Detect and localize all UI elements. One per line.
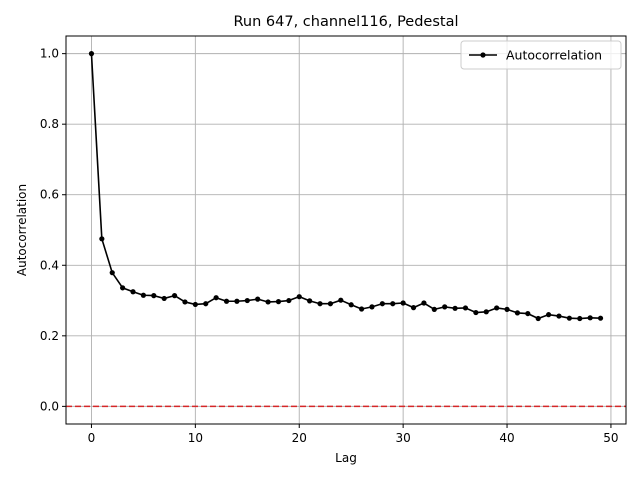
data-point	[504, 306, 510, 312]
data-point	[265, 299, 271, 305]
data-point	[379, 301, 385, 307]
data-point	[597, 315, 604, 321]
legend-entry-autocorrelation: Autocorrelation	[506, 48, 602, 63]
data-point	[327, 301, 334, 307]
data-point	[182, 299, 188, 305]
y-tick-label: 0.4	[40, 258, 59, 272]
series-layer	[88, 51, 604, 322]
x-tick-label: 10	[188, 431, 203, 445]
data-point	[286, 297, 292, 304]
data-point	[120, 285, 126, 291]
data-point	[151, 293, 157, 299]
data-point	[369, 304, 375, 310]
x-tick-label: 20	[292, 431, 307, 445]
x-tick-label: 0	[88, 431, 96, 445]
data-point	[514, 310, 521, 316]
chart-title: Run 647, channel116, Pedestal	[233, 14, 458, 30]
data-point	[525, 310, 531, 317]
data-point	[296, 294, 302, 300]
data-point	[244, 297, 250, 304]
data-point	[462, 305, 469, 311]
data-point	[442, 304, 448, 310]
x-axis-label: Lag	[335, 451, 357, 465]
data-point	[171, 293, 178, 299]
y-tick-label: 0.6	[40, 188, 59, 202]
data-point	[483, 309, 489, 315]
data-point	[213, 295, 219, 301]
data-point	[577, 315, 583, 322]
data-point	[535, 315, 541, 322]
data-point	[99, 236, 105, 242]
plot-frame	[65, 35, 627, 425]
x-tick-label: 50	[603, 431, 618, 445]
legend-box	[460, 40, 622, 70]
data-point	[494, 305, 500, 311]
data-point	[566, 315, 572, 321]
data-point	[390, 301, 396, 307]
data-point	[223, 298, 230, 304]
data-point	[192, 301, 198, 308]
data-point	[161, 295, 167, 302]
data-point	[556, 313, 562, 319]
data-point	[140, 292, 147, 298]
data-point	[410, 305, 417, 311]
data-point	[473, 309, 479, 316]
y-tick-label: 0.0	[40, 399, 59, 413]
data-point	[358, 306, 365, 312]
data-point	[203, 301, 209, 307]
data-point	[348, 302, 354, 308]
y-tick-label: 0.2	[40, 329, 59, 343]
data-point	[130, 289, 136, 295]
data-point	[255, 296, 261, 302]
data-point	[109, 270, 115, 276]
data-point	[587, 315, 593, 321]
data-point	[317, 301, 323, 307]
data-point	[88, 51, 95, 57]
data-point	[275, 299, 282, 305]
legend-marker-sample	[480, 52, 486, 58]
y-tick-label: 1.0	[40, 47, 59, 61]
data-point	[234, 298, 240, 304]
legend: Autocorrelation	[460, 40, 622, 70]
x-tick-label: 30	[396, 431, 411, 445]
x-tick-label: 40	[499, 431, 514, 445]
data-point	[545, 312, 552, 318]
data-point	[338, 297, 344, 303]
y-axis-label: Autocorrelation	[15, 184, 29, 276]
data-point	[400, 300, 406, 306]
data-point	[452, 305, 458, 311]
data-point	[421, 300, 427, 306]
ticks: 0 10 20 30 40 50 0.0 0.2 0.4 0.6 0.8 1.0	[40, 47, 619, 445]
data-point	[431, 306, 437, 312]
y-tick-label: 0.8	[40, 117, 59, 131]
data-point	[307, 298, 313, 304]
